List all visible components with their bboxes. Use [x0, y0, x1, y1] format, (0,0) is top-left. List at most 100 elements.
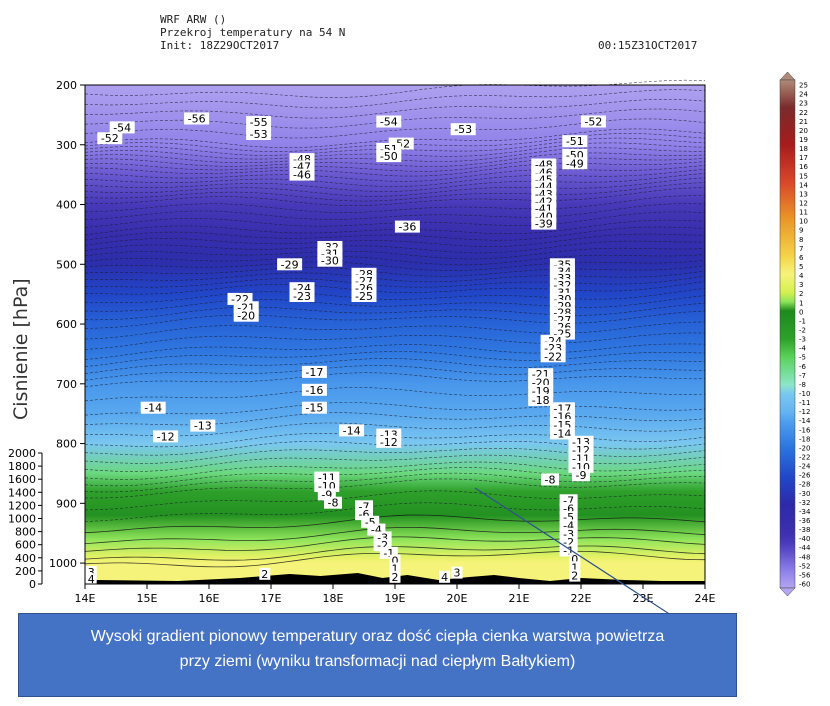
isotherm	[84, 402, 706, 416]
x-tick-label: 24E	[695, 592, 716, 605]
contour-label-text: -53	[454, 123, 472, 136]
contour-label-text: -14	[553, 427, 571, 440]
isotherm	[84, 177, 706, 197]
contour-label-text: -1	[563, 545, 574, 558]
colorbar: 2524232221201918171615141312111098765432…	[779, 71, 811, 597]
contour-label-text: -30	[321, 255, 339, 268]
colorbar-label: 9	[799, 227, 803, 235]
y-tick-label: 800	[56, 438, 77, 451]
callout-line-1: Wysoki gradient pionowy temperatury oraz…	[90, 628, 665, 645]
x-tick-label: 17E	[261, 592, 282, 605]
contour-label: -54	[376, 115, 402, 129]
temperature-field	[85, 85, 705, 584]
isotherm	[84, 265, 706, 277]
colorbar-label: -20	[799, 444, 810, 452]
isotherm	[84, 461, 706, 480]
colorbar-label: -18	[799, 435, 810, 443]
x-tick-label: 23E	[633, 592, 654, 605]
isotherm	[85, 275, 706, 288]
contour-label: -17	[301, 365, 327, 379]
isotherm	[84, 448, 706, 464]
contour-label: -55	[246, 116, 272, 129]
isotherm	[84, 514, 706, 534]
contour-label-text: 3	[454, 567, 461, 580]
isotherm	[85, 161, 706, 177]
isotherm	[84, 295, 706, 312]
height-tick-label: 1400	[8, 486, 36, 499]
contour-label: 2	[389, 570, 401, 584]
contour-label: -54	[109, 121, 135, 134]
colorbar-label: 0	[799, 308, 803, 316]
contour-label-text: -52	[584, 116, 602, 129]
colorbar-label: 5	[799, 263, 803, 271]
colorbar-label: 23	[799, 100, 808, 108]
x-tick-label: 20E	[447, 592, 468, 605]
colorbar-label: -7	[799, 372, 806, 380]
colorbar-bottom-arrow	[779, 587, 796, 597]
colorbar-label: -14	[799, 417, 811, 425]
height-tick-label: 1000	[8, 513, 36, 526]
x-tick-label: 19E	[385, 592, 406, 605]
contour-label: 4	[439, 570, 451, 584]
isotherm	[84, 260, 706, 272]
contour-label: 0	[389, 554, 401, 568]
isotherm	[84, 173, 706, 192]
colorbar-label: 1	[799, 299, 803, 307]
isotherm	[84, 247, 706, 260]
isotherm	[84, 343, 706, 360]
x-tick-label: 14E	[75, 592, 96, 605]
contour-label: 1	[389, 562, 401, 576]
contour-label: -14	[140, 401, 166, 415]
contour-label-text: -50	[380, 150, 398, 163]
colorbar-label: -48	[799, 553, 810, 561]
colorbar-label: -3	[799, 336, 806, 344]
contour-label-text: -54	[380, 116, 398, 129]
colorbar-label: 10	[799, 218, 808, 226]
height-tick-label: 0	[29, 578, 36, 591]
contour-label-text: 2	[392, 571, 399, 584]
isotherm	[84, 233, 706, 247]
colorbar-label: 13	[799, 190, 808, 198]
colorbar-label: 7	[799, 245, 803, 253]
contour-label: -6	[355, 508, 373, 521]
contour-label: -8	[541, 473, 559, 486]
colorbar-label: -10	[799, 390, 810, 398]
contour-label: -39	[531, 217, 557, 231]
contour-label: -14	[339, 424, 365, 437]
contour-label: -56	[184, 112, 210, 126]
contour-label-text: -9	[321, 488, 332, 501]
contour-label-text: -12	[157, 430, 175, 443]
contour-label: -29	[277, 258, 303, 271]
isotherm	[84, 254, 706, 266]
contour-label: 1	[569, 561, 581, 574]
contour-label-text: -22	[544, 350, 562, 363]
colorbar-label: 12	[799, 199, 808, 207]
colorbar-label: 4	[799, 272, 804, 280]
colorbar-label: 16	[799, 163, 808, 171]
contour-label: -52	[580, 115, 606, 129]
contour-label-text: -6	[563, 503, 574, 516]
contour-label: -13	[190, 419, 216, 433]
contour-label-text: -54	[113, 121, 131, 134]
callout-line-2: przy ziemi (wyniku transformacji nad cie…	[179, 653, 576, 670]
axes: 14E 15E 16E 17E 18E 19E 20E 21E 22E 23E 24E2003004…	[8, 79, 716, 605]
colorbar-label: -34	[799, 508, 811, 516]
height-tick-label: 1600	[8, 473, 36, 486]
colorbar-label: -16	[799, 426, 811, 434]
contour-label-text: -14	[343, 424, 361, 437]
isotherm	[84, 226, 706, 241]
contour-label-text: -36	[398, 221, 416, 234]
colorbar-label: -28	[799, 481, 810, 489]
contour-label: -12	[376, 435, 402, 449]
height-tick-label: 1200	[8, 499, 36, 512]
contour-label: 3	[451, 566, 463, 580]
isotherm	[84, 478, 706, 499]
colorbar-label: 21	[799, 118, 808, 126]
isotherm	[84, 89, 706, 109]
colorbar-label: -12	[799, 408, 810, 416]
contour-label-text: -25	[355, 290, 373, 303]
plot-area	[85, 85, 705, 584]
contour-label: -50	[376, 150, 402, 163]
contour-label: -51	[562, 135, 588, 148]
